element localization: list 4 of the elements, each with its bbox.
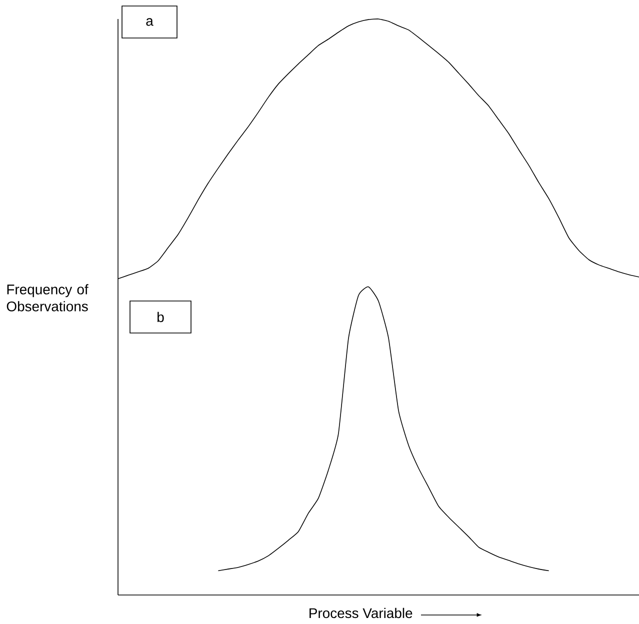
annotation: a: [146, 18, 154, 26]
annotation: b: [158, 312, 164, 322]
y-axis-title: Frequency of Observations: [6, 284, 88, 312]
x-axis-title: Process Variable: [310, 608, 412, 618]
